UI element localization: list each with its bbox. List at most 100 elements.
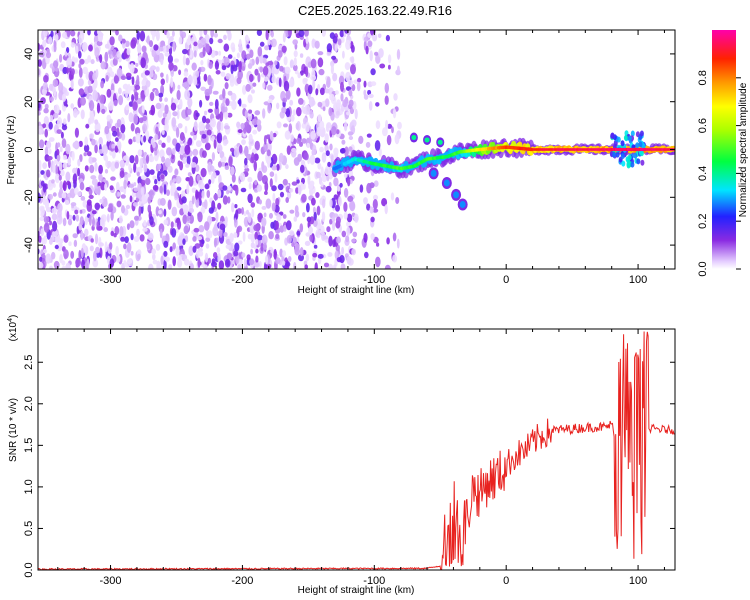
spectrogram-noise-speckle [158,139,163,146]
spectrogram-noise-speckle [164,52,170,57]
spectrogram-noise-speckle [322,106,326,112]
spectrogram-noise-speckle [133,182,137,187]
spectrogram-noise-speckle [208,257,211,264]
snr-y-tick-label: 2.5 [23,355,35,370]
spectrogram-noise-speckle [283,80,290,92]
spectrogram-noise-speckle [220,162,227,167]
spectrogram-noise-speckle [149,169,155,175]
spectrogram-noise-speckle [38,262,44,269]
spectrogram-noise-speckle [175,246,180,257]
spectrogram-noise-speckle [313,244,318,249]
spectrogram-noise-speckle [137,43,142,54]
spectrogram-noise-speckle [143,135,147,143]
spectrogram-noise-speckle [243,216,249,227]
spectrogram-noise-speckle [201,150,207,159]
spectrogram-noise-speckle [385,34,390,42]
spectrogram-noise-speckle [223,112,229,117]
spectrogram-noise-speckle [233,217,238,228]
spectrogram-noise-speckle [297,72,301,79]
spectrogram-noise-speckle [237,240,243,245]
spectrogram-noise-speckle [94,233,99,245]
spectrogram-noise-speckle [339,148,346,154]
spectrogram-noise-speckle [218,260,225,269]
spectrogram-noise-speckle [65,171,71,182]
spectrogram-noise-speckle [393,93,398,101]
spectrogram-noise-speckle [392,232,397,242]
snr-y-multiplier-exp: 4 [7,318,14,322]
spectrogram-noise-speckle [213,223,218,231]
spectrogram-late-burst [621,160,626,167]
spectrogram-noise-speckle [163,219,169,226]
spectrogram-noise-speckle [78,63,82,69]
spectrogram-noise-speckle [172,111,178,117]
spectrogram-noise-speckle [56,148,60,156]
spectrogram-noise-speckle [46,169,51,178]
spectrogram-noise-speckle [329,199,333,208]
spectrogram-noise-speckle [172,242,176,250]
spectrogram-noise-speckle [119,226,124,237]
spectrogram-noise-speckle [308,84,313,95]
spectrogram-noise-speckle [269,130,274,141]
spectrogram-noise-speckle [345,235,350,243]
spectrogram-noise-speckle [240,187,247,193]
spectrogram-noise-speckle [321,30,326,37]
spectrogram-branch-core [443,179,450,187]
spectrogram-noise-speckle [364,251,369,259]
spectrogram-noise-speckle [278,77,282,88]
spectrogram-noise-speckle [293,50,298,58]
spectrogram-noise-speckle [62,162,67,170]
spectrogram-noise-speckle [289,209,295,214]
spectrogram-noise-speckle [125,72,132,78]
spectrogram-noise-speckle [49,265,53,269]
spectrogram-noise-speckle [217,59,223,65]
spectrogram-noise-speckle [100,61,106,70]
spectrogram-noise-speckle [110,161,116,172]
spectrogram-noise-speckle [60,131,64,139]
spectrogram-noise-speckle [191,62,197,71]
spectrogram-late-burst-core [642,147,647,152]
spectrogram-upper-branch-core [437,139,443,145]
spectrogram-noise-speckle [116,200,122,208]
spectrogram-noise-speckle [160,58,164,65]
spectrogram-noise-speckle [84,262,89,269]
spectrogram-noise-speckle [370,233,375,241]
spectrogram-noise-speckle [108,203,113,210]
spectrogram-noise-speckle [332,239,336,248]
spectrogram-noise-speckle [231,202,235,213]
spectrogram-noise-speckle [317,222,322,230]
spectrogram-noise-speckle [38,103,41,108]
spectrogram-noise-speckle [146,241,151,250]
spectrogram-noise-speckle [205,237,211,243]
spectrogram-noise-speckle [97,31,103,43]
spectrogram-noise-speckle [119,170,125,179]
spectrogram-noise-speckle [181,31,187,39]
spectrogram-noise-speckle [164,104,169,115]
spectrogram-noise-speckle [254,68,259,76]
spectrogram-noise-speckle [155,206,160,217]
spectrogram-noise-speckle [262,66,269,76]
spectrogram-noise-speckle [153,44,159,51]
spectrogram-noise-speckle [120,236,126,242]
spectrogram-noise-speckle [276,121,282,129]
spectrogram-noise-speckle [273,248,277,260]
spectrogram-noise-speckle [161,156,166,163]
spectrogram-late-burst [630,130,635,137]
spectrogram-noise-speckle [282,214,287,219]
spectrogram-noise-speckle [390,192,395,201]
spectrogram-noise-speckle [270,249,275,254]
spectrogram-noise-speckle [346,213,353,223]
spectrogram-noise-speckle [166,189,170,196]
spectrogram-noise-speckle [329,93,335,101]
spectrogram-noise-speckle [272,192,276,202]
spectrogram-noise-speckle [166,147,172,156]
spectrogram-noise-speckle [320,166,324,177]
spectrogram-noise-speckle [315,231,319,238]
spectrogram-noise-speckle [247,233,253,240]
spectrogram-noise-speckle [184,81,190,90]
spectrogram-noise-speckle [325,123,330,133]
spectrogram-noise-speckle [204,142,211,151]
spectrogram-noise-speckle [267,161,271,168]
spectrogram-noise-speckle [141,178,146,188]
spectrogram-noise-speckle [288,79,295,88]
spectrogram-noise-speckle [192,236,197,242]
